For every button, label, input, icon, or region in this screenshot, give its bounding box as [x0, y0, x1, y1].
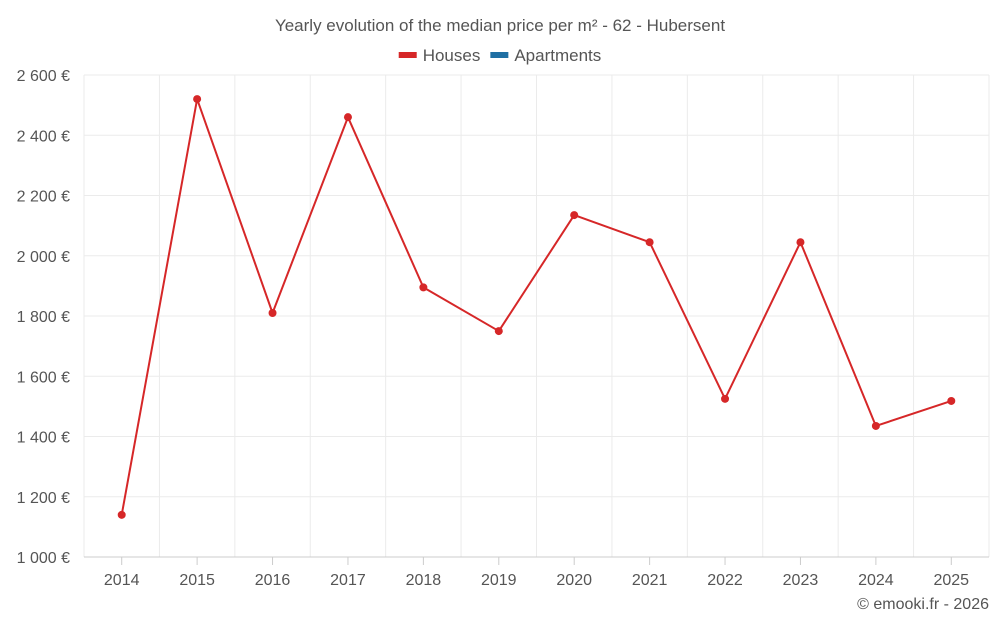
- y-tick-label: 1 200 €: [17, 490, 70, 507]
- x-tick-label: 2022: [707, 572, 743, 589]
- y-tick-label: 2 600 €: [17, 68, 70, 85]
- data-point[interactable]: [419, 283, 428, 292]
- legend-item-apartments[interactable]: Apartments: [490, 46, 601, 65]
- grid: [83, 74, 990, 557]
- legend-swatch: [398, 52, 417, 58]
- x-tick-label: 2024: [858, 572, 894, 589]
- x-tick-label: 2023: [783, 572, 819, 589]
- series-layer: [117, 95, 956, 519]
- axes: 1 000 € 1 200 € 1 400 € 1 600 € 1 800 € 2 000…: [17, 68, 989, 589]
- legend-item-houses[interactable]: Houses: [398, 46, 481, 65]
- y-tick-label: 1 000 €: [17, 550, 70, 567]
- y-tick-label: 1 800 €: [17, 309, 70, 326]
- data-point[interactable]: [871, 421, 880, 430]
- chart-title: Yearly evolution of the median price per…: [275, 16, 725, 35]
- data-point[interactable]: [570, 211, 579, 220]
- data-point[interactable]: [117, 510, 126, 519]
- series-line-houses: [120, 98, 952, 516]
- x-tick-label: 2019: [481, 572, 517, 589]
- y-tick-label: 2 200 €: [17, 189, 70, 206]
- legend: Houses Apartments: [398, 46, 601, 65]
- x-tick-label: 2015: [179, 572, 215, 589]
- x-tick-label: 2018: [406, 572, 442, 589]
- legend-swatch: [490, 52, 509, 58]
- y-tick-label: 1 400 €: [17, 430, 70, 447]
- y-tick-label: 2 000 €: [17, 249, 70, 266]
- data-point[interactable]: [193, 95, 202, 104]
- x-tick-label: 2017: [330, 572, 366, 589]
- data-point[interactable]: [947, 396, 956, 405]
- data-point[interactable]: [796, 238, 805, 247]
- data-point[interactable]: [343, 113, 352, 122]
- x-tick-label: 2016: [255, 572, 291, 589]
- credit-text: © emooki.fr - 2026: [857, 596, 989, 613]
- x-tick-label: 2020: [556, 572, 592, 589]
- x-tick-label: 2021: [632, 572, 668, 589]
- legend-label: Apartments: [514, 46, 601, 65]
- y-tick-label: 1 600 €: [17, 369, 70, 386]
- x-tick-label: 2025: [933, 572, 969, 589]
- data-point[interactable]: [721, 394, 730, 403]
- legend-label: Houses: [423, 46, 481, 65]
- y-tick-label: 2 400 €: [17, 128, 70, 145]
- data-point[interactable]: [268, 308, 277, 317]
- x-tick-label: 2014: [104, 572, 140, 589]
- data-point[interactable]: [494, 327, 503, 336]
- data-point[interactable]: [645, 238, 654, 247]
